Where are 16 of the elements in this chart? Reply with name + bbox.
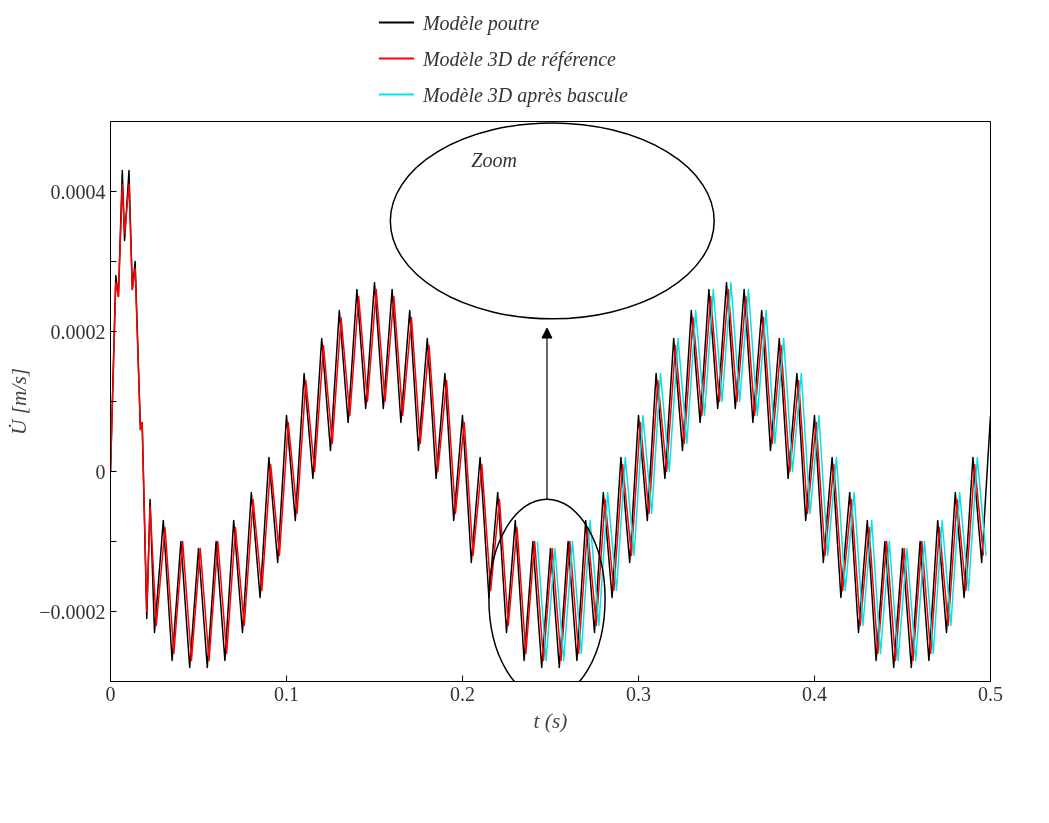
x-tick-label: 0.4 bbox=[802, 682, 827, 705]
legend-label: Modèle 3D après bascule bbox=[421, 83, 628, 107]
x-tick-label: 0.5 bbox=[978, 682, 1003, 705]
y-tick-label: 0.0004 bbox=[50, 180, 106, 203]
x-tick-label: 0.1 bbox=[274, 682, 299, 705]
y-tick-label: −0.0002 bbox=[39, 600, 106, 623]
annotation: Zoom bbox=[471, 148, 517, 171]
y-tick-label: 0.0002 bbox=[50, 320, 106, 343]
y-axis-title: U̇ [m/s] bbox=[7, 368, 32, 435]
x-tick-label: 0.2 bbox=[450, 682, 475, 705]
x-axis-title: t (s) bbox=[533, 708, 568, 733]
line-series bbox=[536, 281, 987, 662]
x-tick-label: 0.3 bbox=[626, 682, 651, 705]
legend-label: Modèle poutre bbox=[421, 11, 540, 35]
legend-label: Modèle 3D de référence bbox=[421, 47, 617, 71]
y-tick-label: 0 bbox=[95, 460, 106, 483]
